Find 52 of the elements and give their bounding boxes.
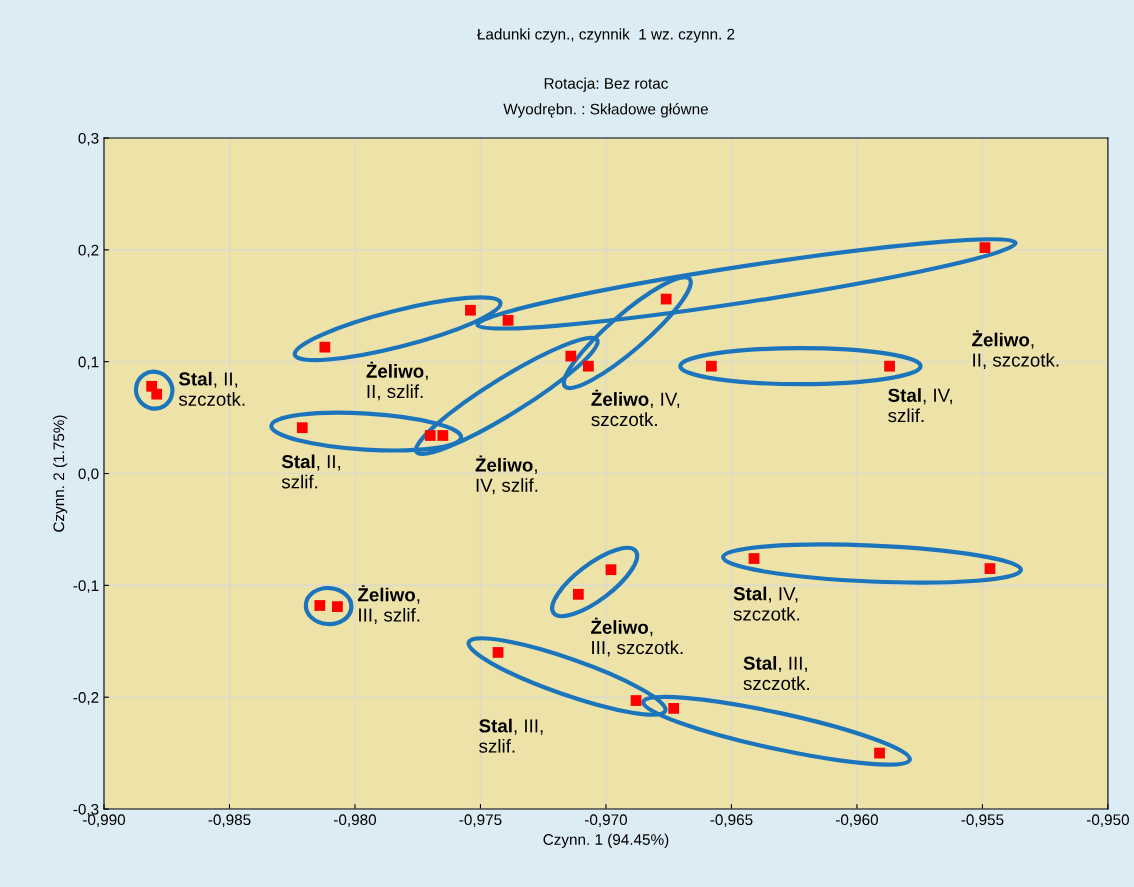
point xyxy=(565,350,577,362)
x-tick-label: -0,980 xyxy=(333,814,377,827)
point xyxy=(884,360,895,372)
y-tick-label: 0,1 xyxy=(78,356,99,370)
annotation: Żeliwo, IV, szczotk. xyxy=(591,389,680,427)
x-tick-label: -0,960 xyxy=(835,814,878,827)
annotation: Stal, II, szczotk. xyxy=(178,371,245,406)
point xyxy=(748,553,760,564)
annotation: Żeliwo, IV, szlif. xyxy=(475,455,538,495)
y-tick-label: -0,2 xyxy=(73,692,99,705)
annotation: Żeliwo, II, szczotk. xyxy=(972,330,1059,369)
y-tick-label: 0,2 xyxy=(78,244,99,258)
y-axis-title: Czynn. 2 (1.75%) xyxy=(53,415,68,532)
y-tick-label: -0,1 xyxy=(73,580,99,593)
point xyxy=(437,430,449,441)
point xyxy=(660,293,672,305)
chart-title: Ładunki czyn., czynnik 1 wz. czynn. 2 xyxy=(477,28,735,43)
point xyxy=(492,647,504,658)
point xyxy=(583,360,594,372)
point xyxy=(605,564,617,576)
annotation: Stal, IV, szczotk. xyxy=(733,586,800,621)
x-tick-label: -0,955 xyxy=(961,814,1004,827)
annotation: Stal, III, szczotk. xyxy=(743,656,810,691)
annotation: Stal, IV, szlif. xyxy=(888,388,952,423)
chart-subtitle: Rotacja: Bez rotac Wyodrębn. : Składowe główne xyxy=(503,77,708,118)
x-axis-title: Czynn. 1 (94.45%) xyxy=(543,833,669,848)
point xyxy=(705,360,717,372)
point xyxy=(465,304,476,316)
point xyxy=(296,422,308,434)
x-tick-label: -0,985 xyxy=(208,814,251,827)
x-tick-label: -0,950 xyxy=(1086,814,1129,827)
annotation: Żeliwo, II, szlif. xyxy=(366,361,428,401)
point xyxy=(979,242,991,253)
annotation: Żeliwo, III, szczotk. xyxy=(591,617,683,657)
point xyxy=(319,341,331,353)
point xyxy=(314,600,326,611)
y-tick-label: 0,0 xyxy=(78,468,99,482)
annotation: Stal, III, szlif. xyxy=(479,718,543,753)
point xyxy=(572,588,584,600)
y-tick-label: 0,3 xyxy=(78,132,99,146)
annotation: Żeliwo, III, szlif. xyxy=(357,585,420,624)
x-tick-label: -0,965 xyxy=(710,814,753,827)
x-tick-label: -0,970 xyxy=(584,814,628,827)
point xyxy=(332,601,343,612)
point xyxy=(874,747,885,759)
point xyxy=(502,314,514,326)
point xyxy=(424,430,436,441)
point xyxy=(668,703,680,714)
point xyxy=(630,695,642,706)
x-tick-label: -0,975 xyxy=(459,814,502,827)
point xyxy=(984,563,996,574)
annotation: Stal, II, szlif. xyxy=(281,454,341,489)
